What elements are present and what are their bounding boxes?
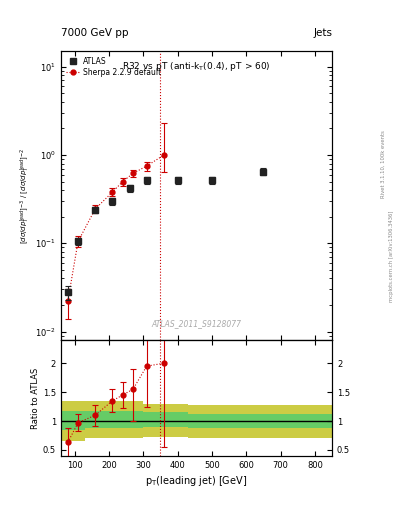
Text: 7000 GeV pp: 7000 GeV pp (61, 28, 129, 38)
Text: Rivet 3.1.10, 100k events: Rivet 3.1.10, 100k events (381, 130, 386, 198)
Legend: ATLAS, Sherpa 2.2.9 default: ATLAS, Sherpa 2.2.9 default (65, 55, 163, 78)
Y-axis label: Ratio to ATLAS: Ratio to ATLAS (31, 367, 40, 429)
Y-axis label: $[d\sigma/dp_T^{\rm lead}]^{-3}$ / $[d\sigma/dp_T^{\rm lead}]^{-2}$: $[d\sigma/dp_T^{\rm lead}]^{-3}$ / $[d\s… (19, 147, 33, 244)
Text: Jets: Jets (313, 28, 332, 38)
Text: mcplots.cern.ch [arXiv:1306.3436]: mcplots.cern.ch [arXiv:1306.3436] (389, 210, 393, 302)
X-axis label: p$_{\mathregular{T}}$(leading jet) [GeV]: p$_{\mathregular{T}}$(leading jet) [GeV] (145, 474, 248, 488)
Text: ATLAS_2011_S9128077: ATLAS_2011_S9128077 (151, 319, 242, 329)
Text: R32 vs pT (anti-k$_{\mathregular{T}}$(0.4), pT > 60): R32 vs pT (anti-k$_{\mathregular{T}}$(0.… (122, 60, 271, 73)
